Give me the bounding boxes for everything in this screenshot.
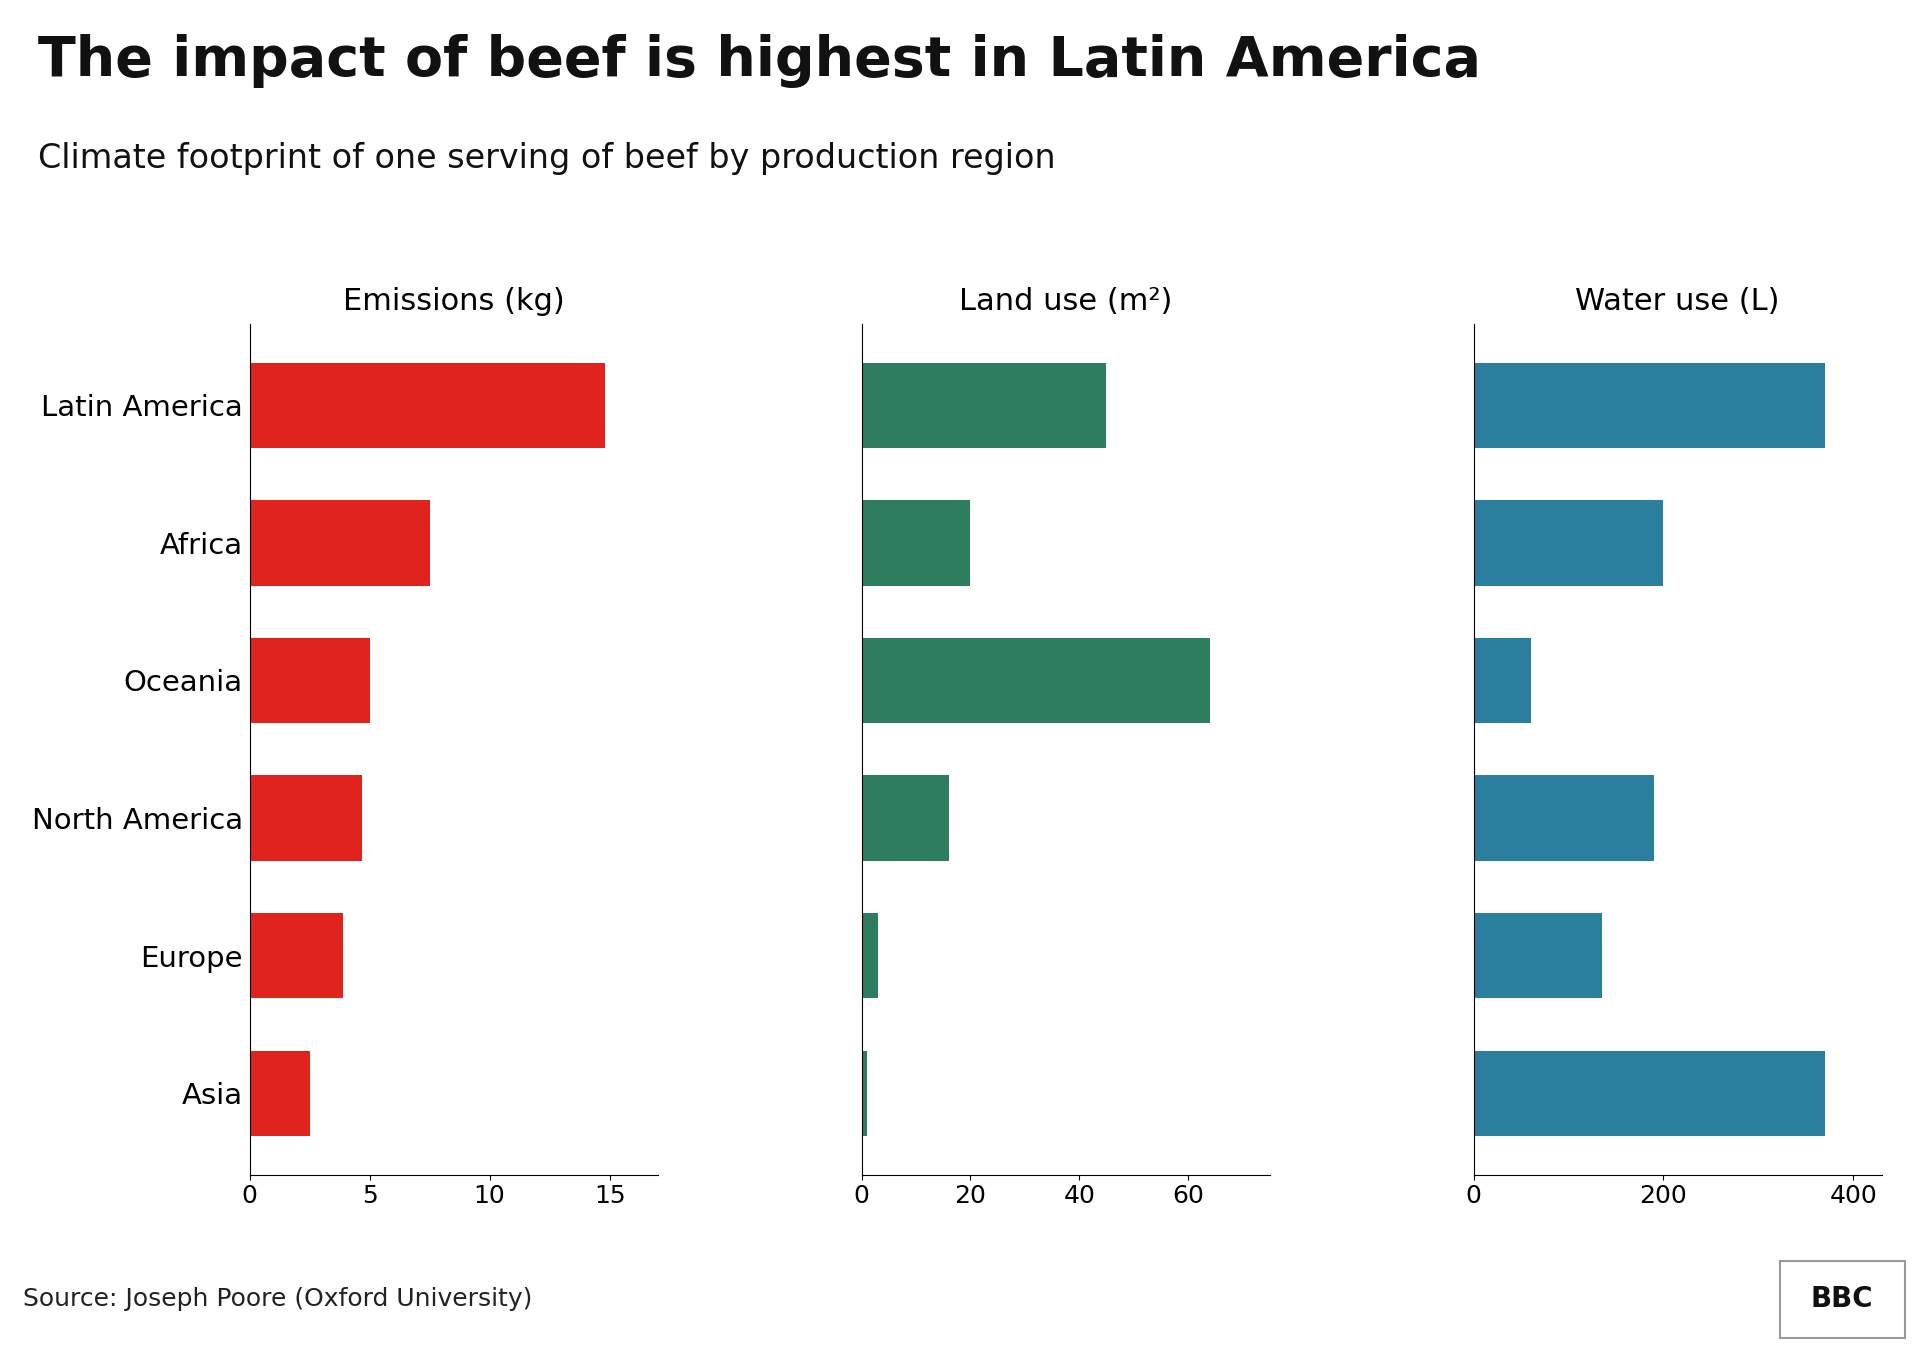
Bar (250, 775, 363, 861)
Bar (1475, 1050, 1824, 1135)
Bar (862, 501, 970, 586)
Bar (1475, 637, 1530, 724)
Text: The impact of beef is highest in Latin America: The impact of beef is highest in Latin A… (38, 34, 1482, 88)
Bar (250, 501, 430, 586)
Bar (862, 1050, 868, 1135)
Bar (1475, 913, 1601, 998)
Text: Source: Joseph Poore (Oxford University): Source: Joseph Poore (Oxford University) (23, 1288, 532, 1311)
Text: BBC: BBC (1811, 1285, 1874, 1314)
Bar (250, 913, 344, 998)
Bar (862, 775, 948, 861)
Bar (1475, 363, 1824, 448)
Title: Land use (m²): Land use (m²) (958, 288, 1173, 316)
FancyBboxPatch shape (1780, 1261, 1905, 1338)
Bar (862, 913, 877, 998)
Text: Climate footprint of one serving of beef by production region: Climate footprint of one serving of beef… (38, 142, 1056, 174)
Bar (1475, 775, 1653, 861)
Bar (250, 1050, 309, 1135)
Bar (862, 637, 1210, 724)
Title: Water use (L): Water use (L) (1574, 288, 1780, 316)
Bar (250, 363, 605, 448)
Bar (1475, 501, 1663, 586)
Bar (862, 363, 1106, 448)
Title: Emissions (kg): Emissions (kg) (344, 288, 564, 316)
Bar (250, 637, 369, 724)
